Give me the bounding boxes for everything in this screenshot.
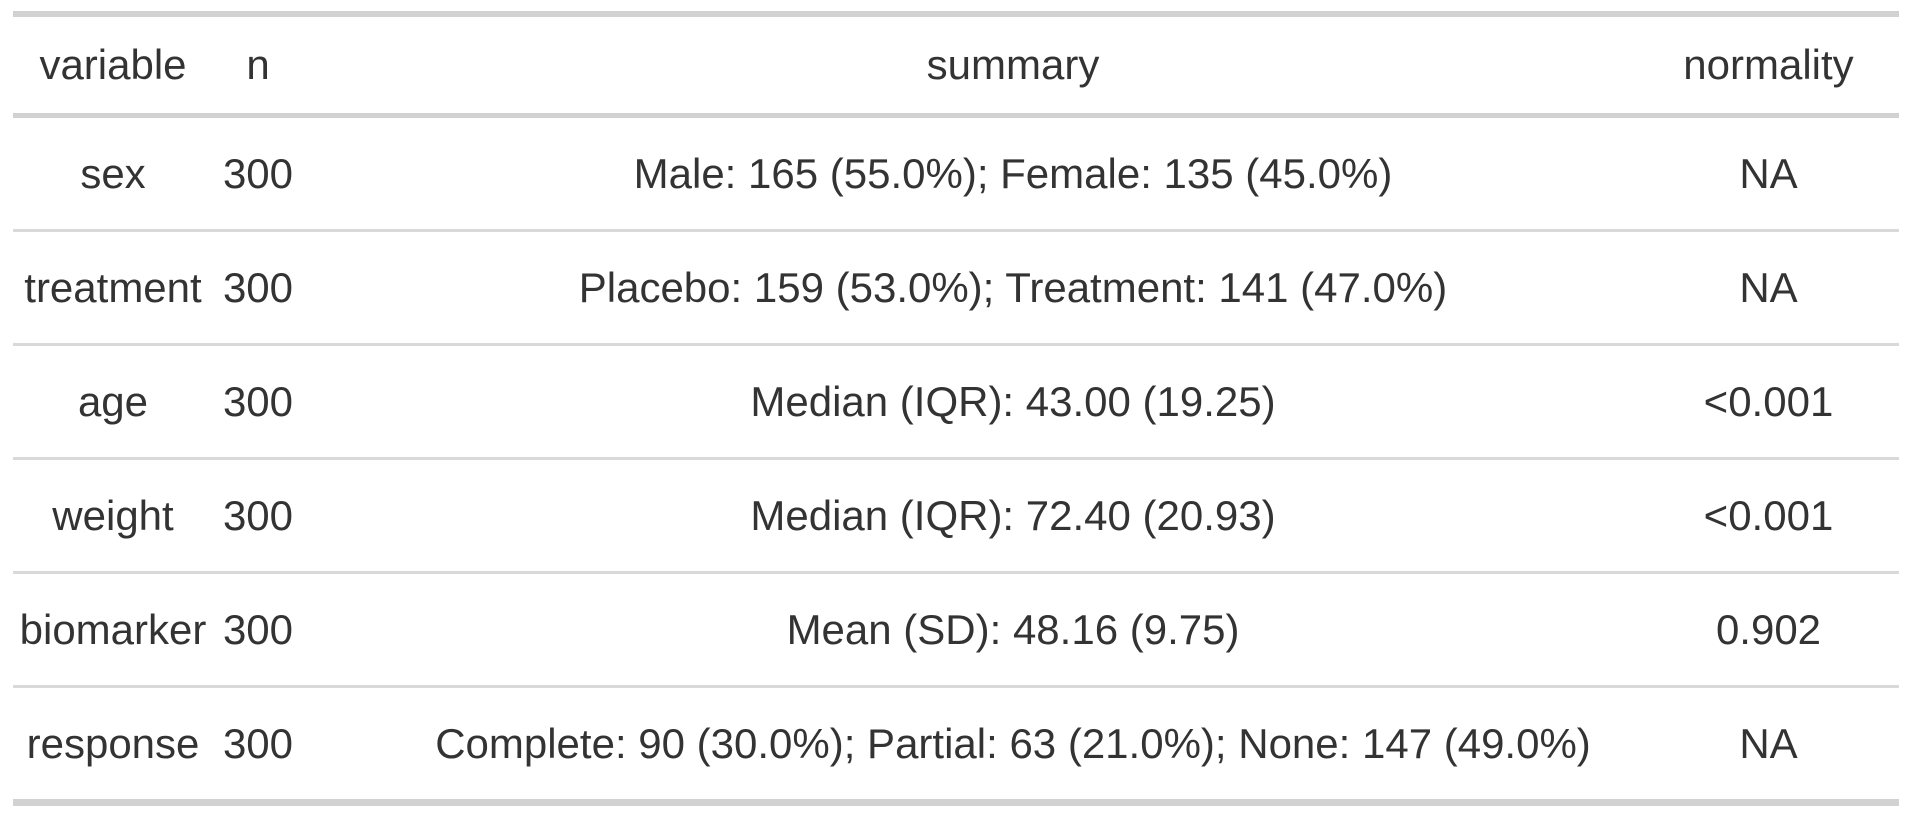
cell-variable: weight	[13, 458, 213, 574]
cell-variable: age	[13, 344, 213, 460]
table-row-biomarker: biomarker 300 Mean (SD): 48.16 (9.75) 0.…	[13, 572, 1899, 688]
cell-n: 300	[213, 572, 303, 688]
table-row-response: response 300 Complete: 90 (30.0%); Parti…	[13, 686, 1899, 806]
table-row-age: age 300 Median (IQR): 43.00 (19.25) <0.0…	[13, 344, 1899, 460]
cell-normality: NA	[1683, 686, 1899, 806]
column-header-variable: variable	[13, 11, 213, 118]
table-row-weight: weight 300 Median (IQR): 72.40 (20.93) <…	[13, 458, 1899, 574]
column-header-n: n	[213, 11, 303, 118]
cell-n: 300	[213, 230, 303, 346]
cell-n: 300	[213, 686, 303, 806]
cell-n: 300	[213, 344, 303, 460]
cell-normality: 0.902	[1683, 572, 1899, 688]
cell-variable: sex	[13, 115, 213, 232]
cell-n: 300	[213, 458, 303, 574]
cell-summary: Placebo: 159 (53.0%); Treatment: 141 (47…	[303, 230, 1683, 346]
cell-normality: <0.001	[1683, 344, 1899, 460]
cell-n: 300	[213, 115, 303, 232]
summary-statistics-table: variable n summary normality sex 300 Mal…	[13, 11, 1899, 806]
cell-variable: treatment	[13, 230, 213, 346]
cell-summary: Male: 165 (55.0%); Female: 135 (45.0%)	[303, 115, 1683, 232]
cell-variable: response	[13, 686, 213, 806]
cell-summary: Complete: 90 (30.0%); Partial: 63 (21.0%…	[303, 686, 1683, 806]
cell-normality: NA	[1683, 115, 1899, 232]
cell-summary: Median (IQR): 43.00 (19.25)	[303, 344, 1683, 460]
header-row: variable n summary normality	[13, 11, 1899, 118]
table-row-sex: sex 300 Male: 165 (55.0%); Female: 135 (…	[13, 115, 1899, 232]
column-header-normality: normality	[1683, 11, 1899, 118]
cell-normality: <0.001	[1683, 458, 1899, 574]
cell-summary: Median (IQR): 72.40 (20.93)	[303, 458, 1683, 574]
cell-variable: biomarker	[13, 572, 213, 688]
table-row-treatment: treatment 300 Placebo: 159 (53.0%); Trea…	[13, 230, 1899, 346]
cell-normality: NA	[1683, 230, 1899, 346]
column-header-summary: summary	[303, 11, 1683, 118]
cell-summary: Mean (SD): 48.16 (9.75)	[303, 572, 1683, 688]
